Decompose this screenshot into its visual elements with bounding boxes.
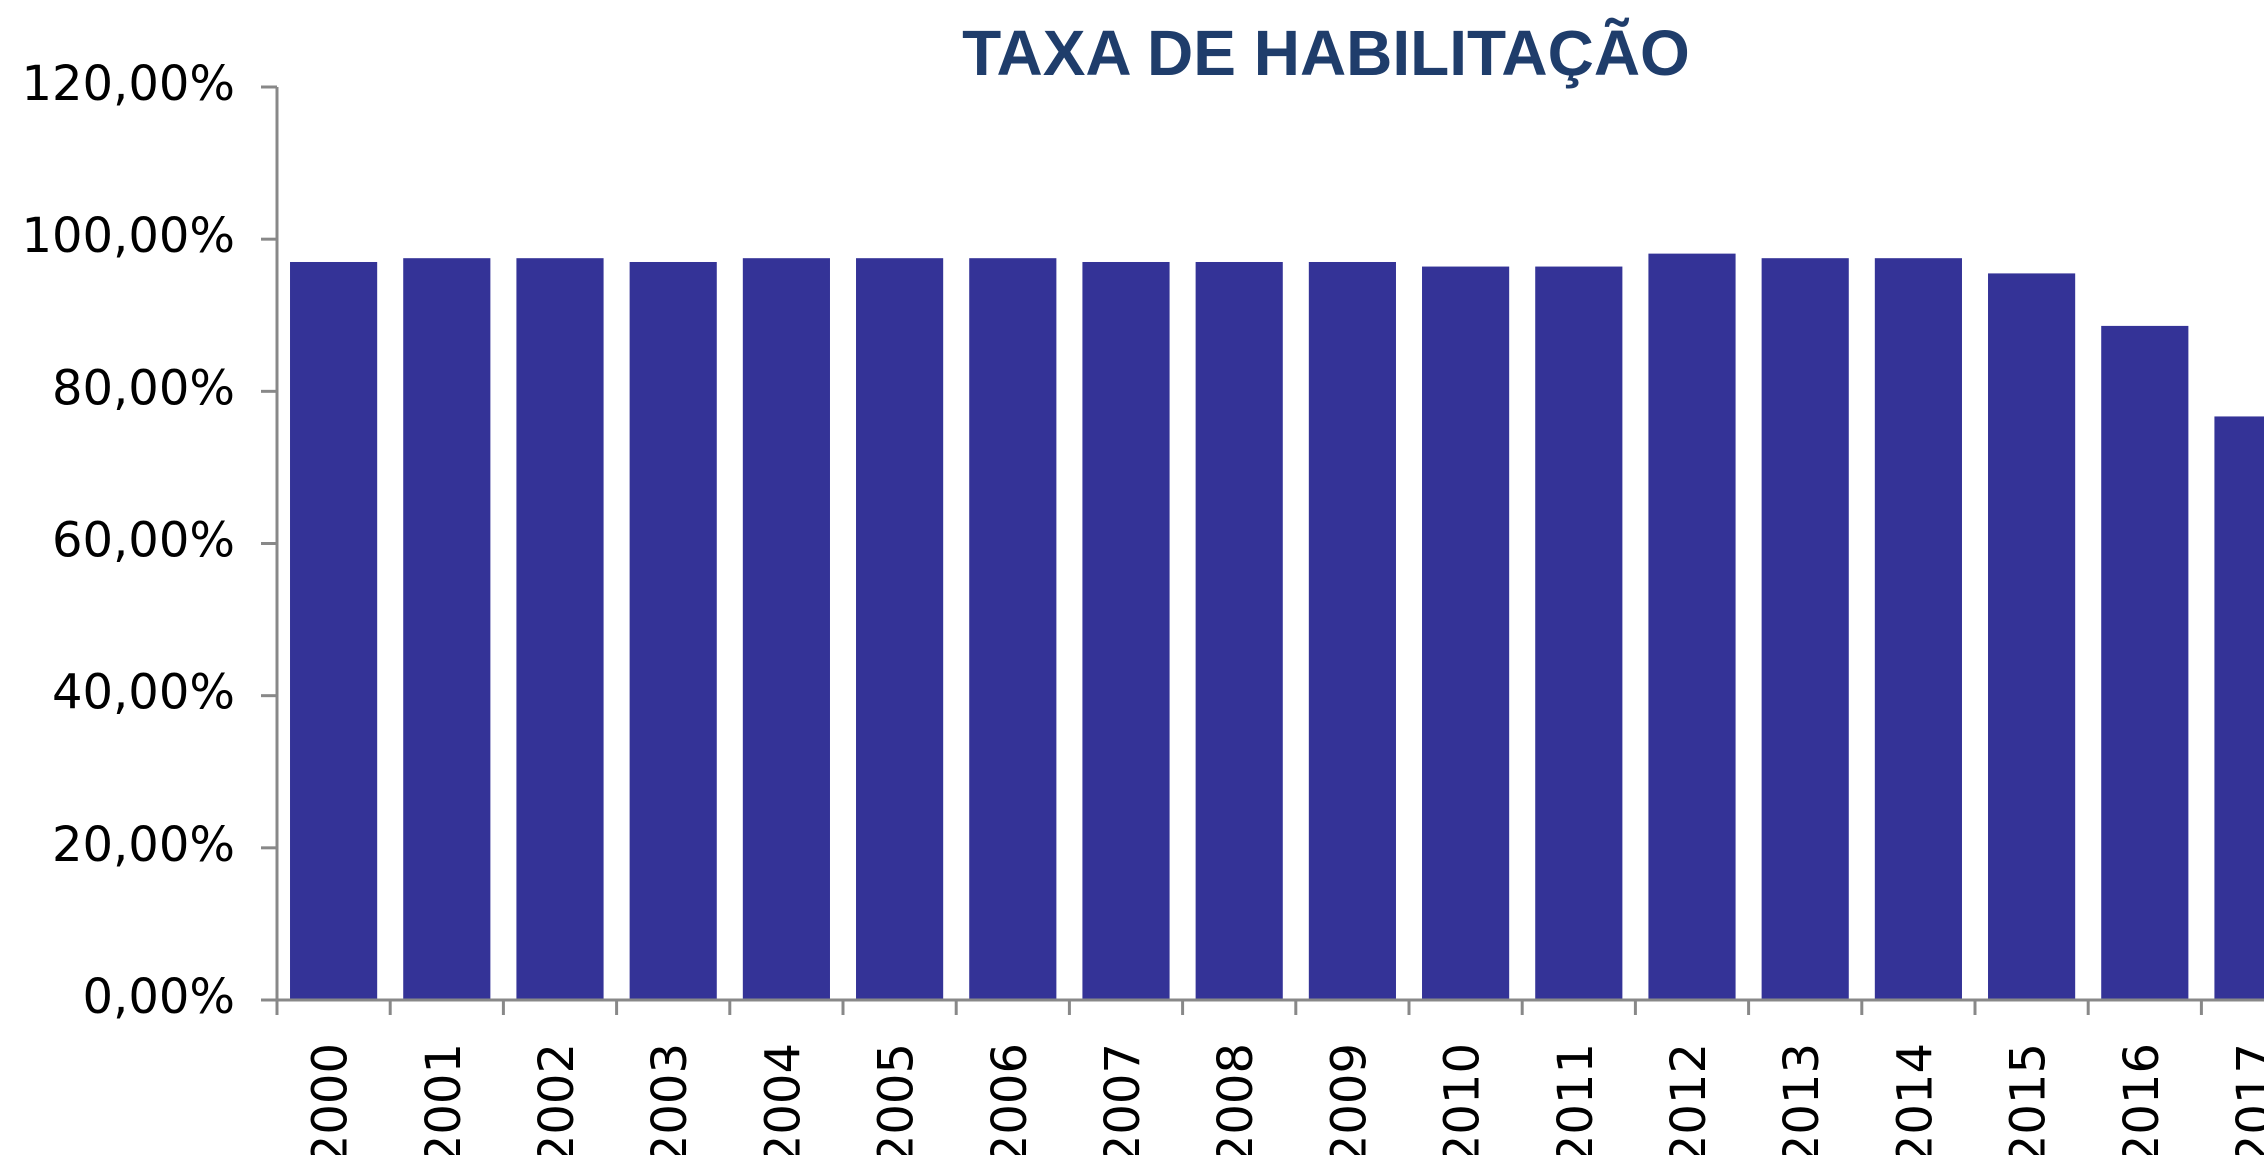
x-tick-label: 2005 — [869, 1043, 925, 1155]
bar — [742, 258, 830, 1000]
bar — [629, 261, 717, 1000]
y-tick-label: 40,00% — [52, 665, 235, 721]
bar — [403, 258, 491, 1000]
bar — [1761, 258, 1849, 1000]
x-tick-label: 2017 — [2227, 1043, 2264, 1155]
x-tick-label: 2007 — [1095, 1043, 1151, 1155]
bar — [1082, 261, 1170, 1000]
x-tick-label: 2015 — [2001, 1043, 2057, 1155]
x-tick-label: 2009 — [1321, 1043, 1377, 1155]
bar — [856, 258, 944, 1000]
x-tick-label: 2002 — [529, 1043, 585, 1155]
bar — [516, 258, 604, 1000]
y-tick-label: 100,00% — [21, 208, 235, 264]
bar — [290, 261, 378, 1000]
x-tick-label: 2016 — [2114, 1043, 2170, 1155]
x-tick-label: 2014 — [1887, 1043, 1943, 1155]
bar — [2214, 416, 2264, 1001]
y-tick-label: 80,00% — [52, 360, 235, 416]
x-tick-label: 2001 — [416, 1043, 472, 1155]
bar — [1648, 253, 1736, 1000]
x-tick-label: 2010 — [1435, 1043, 1491, 1155]
bar — [1308, 261, 1396, 1000]
x-tick-label: 2000 — [303, 1043, 359, 1155]
bar — [2101, 325, 2189, 1000]
x-tick-label: 2012 — [1661, 1043, 1717, 1155]
bar — [1195, 261, 1283, 1000]
x-tick-label: 2004 — [755, 1043, 811, 1155]
y-tick-label: 0,00% — [83, 969, 235, 1025]
y-tick-label: 20,00% — [52, 817, 235, 873]
bar — [1422, 266, 1510, 1001]
x-tick-label: 2006 — [982, 1043, 1038, 1155]
bar — [969, 258, 1057, 1000]
x-tick-label: 2003 — [642, 1043, 698, 1155]
y-tick-label: 60,00% — [52, 513, 235, 569]
bar — [1874, 258, 1962, 1000]
bar — [1988, 273, 2076, 1000]
x-tick-label: 2008 — [1208, 1043, 1264, 1155]
x-tick-label: 2013 — [1774, 1043, 1830, 1155]
x-tick-label: 2011 — [1548, 1043, 1604, 1155]
chart-title: TAXA DE HABILITAÇÃO — [962, 17, 1690, 89]
bar — [1535, 266, 1623, 1001]
y-tick-label: 120,00% — [21, 56, 235, 112]
